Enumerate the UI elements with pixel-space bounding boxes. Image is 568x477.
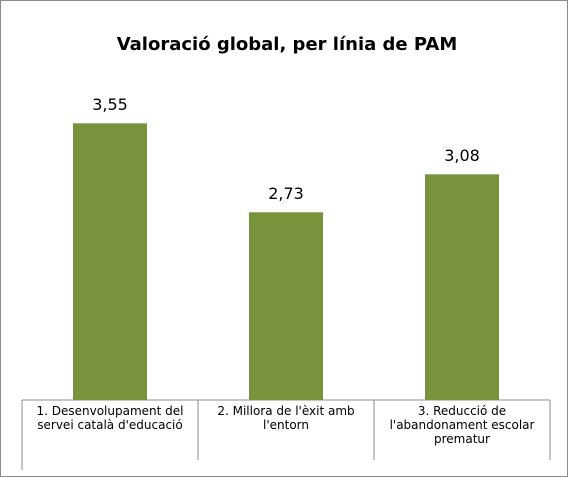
x-tick-label: 3. Reducció de l'abandonament escolar pr… <box>389 404 535 446</box>
bar <box>249 212 323 400</box>
x-tick-label: 2. Millora de l'èxit amb l'entorn <box>217 404 355 432</box>
x-tick-label: 1. Desenvolupament del servei català d'e… <box>36 404 184 432</box>
chart-title: Valoració global, per línia de PAM <box>117 34 458 55</box>
bar <box>73 123 147 400</box>
value-label: 2,73 <box>268 184 304 203</box>
value-label: 3,55 <box>92 95 128 114</box>
value-label: 3,08 <box>444 146 480 165</box>
bar <box>425 174 499 400</box>
